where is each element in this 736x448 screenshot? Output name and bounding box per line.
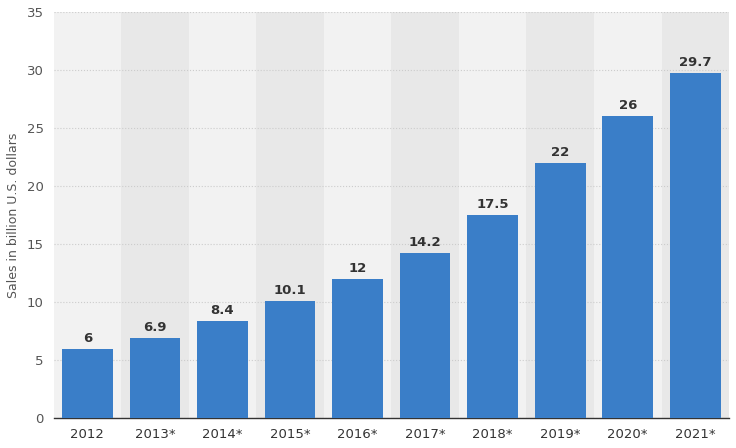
Bar: [188, 12, 256, 418]
Bar: [670, 73, 721, 418]
Bar: [535, 163, 586, 418]
Bar: [467, 215, 518, 418]
Text: 26: 26: [618, 99, 637, 112]
Text: 8.4: 8.4: [210, 304, 234, 317]
Text: 14.2: 14.2: [408, 237, 442, 250]
Bar: [526, 12, 594, 418]
Bar: [54, 12, 121, 418]
Text: 6: 6: [82, 332, 92, 345]
Bar: [392, 12, 459, 418]
Bar: [121, 12, 188, 418]
Text: 22: 22: [551, 146, 570, 159]
Text: 10.1: 10.1: [274, 284, 306, 297]
Bar: [662, 12, 729, 418]
Bar: [256, 12, 324, 418]
Bar: [197, 321, 248, 418]
Text: 12: 12: [348, 262, 367, 275]
Text: 29.7: 29.7: [679, 56, 712, 69]
Text: 17.5: 17.5: [476, 198, 509, 211]
Bar: [265, 301, 315, 418]
Bar: [62, 349, 113, 418]
Bar: [602, 116, 653, 418]
Bar: [332, 279, 383, 418]
Bar: [324, 12, 392, 418]
Bar: [459, 12, 526, 418]
Bar: [400, 254, 450, 418]
Bar: [594, 12, 662, 418]
Bar: [130, 338, 180, 418]
Text: 6.9: 6.9: [144, 321, 166, 334]
Y-axis label: Sales in billion U.S. dollars: Sales in billion U.S. dollars: [7, 133, 20, 298]
